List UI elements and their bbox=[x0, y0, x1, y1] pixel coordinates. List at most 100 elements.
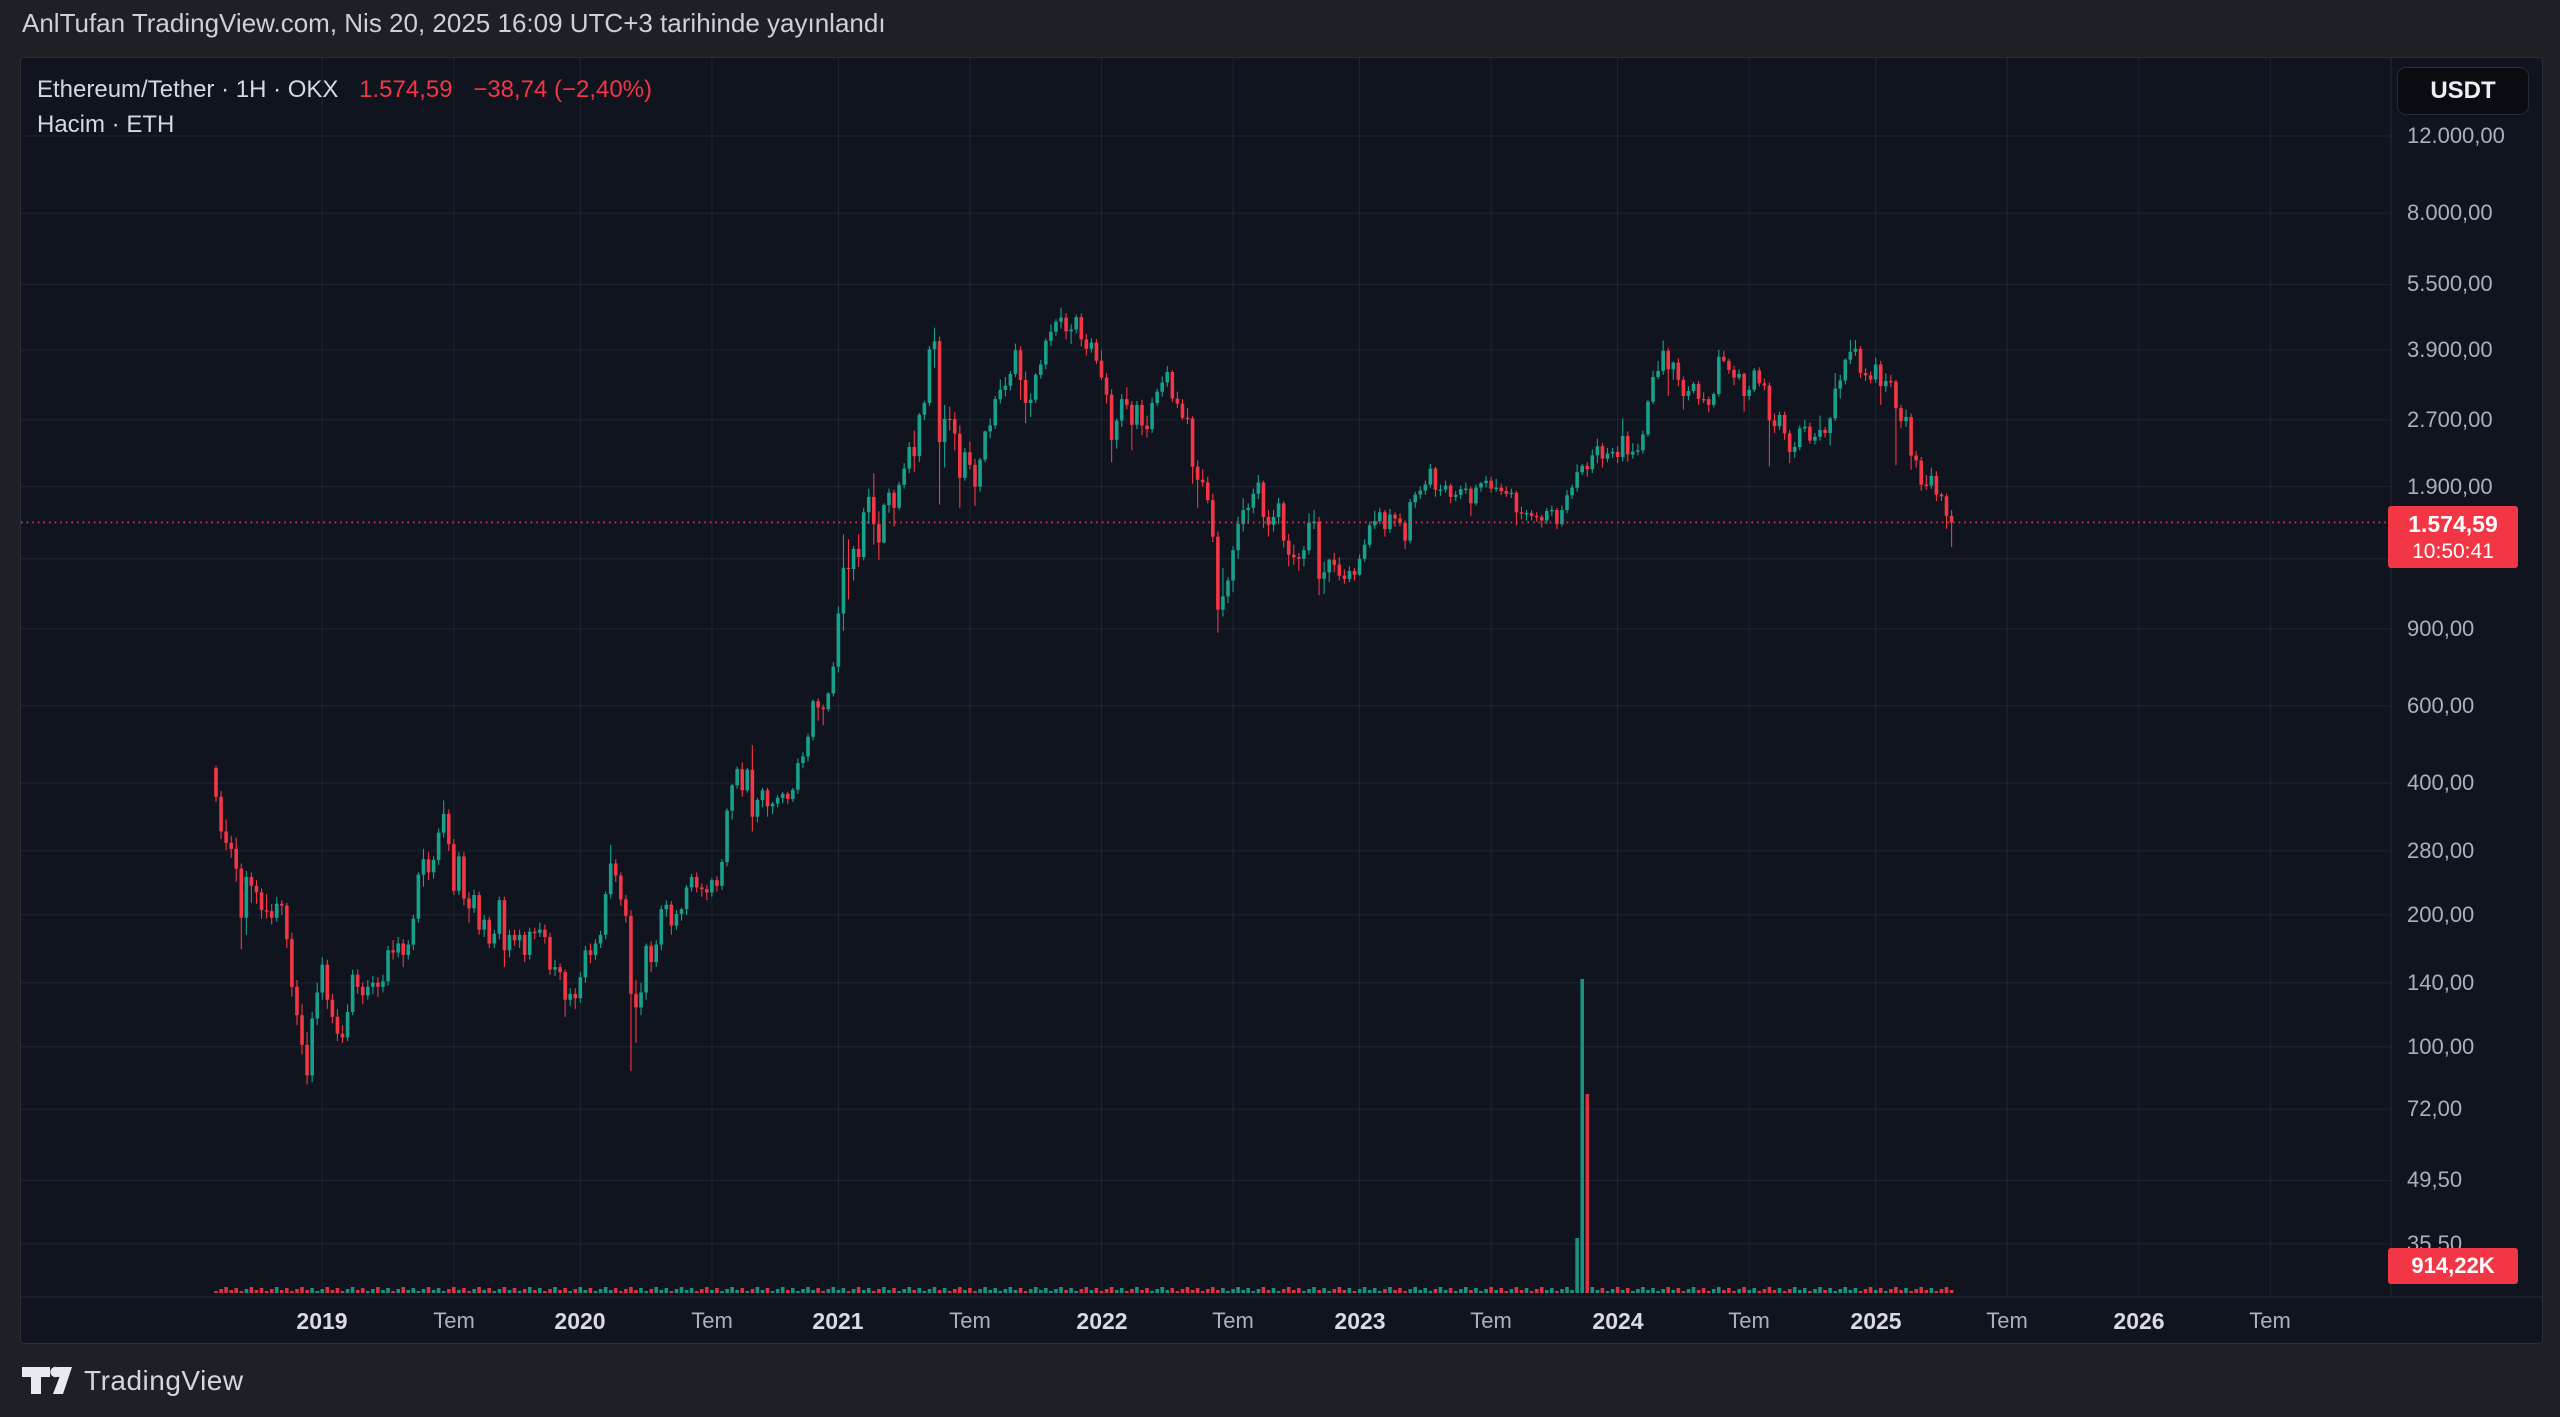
candle[interactable] bbox=[1362, 539, 1367, 562]
candle[interactable] bbox=[553, 959, 557, 976]
candle[interactable] bbox=[1539, 514, 1544, 528]
candle[interactable] bbox=[1787, 429, 1792, 464]
candle[interactable] bbox=[1803, 419, 1807, 433]
candle[interactable] bbox=[360, 982, 365, 1005]
candle[interactable] bbox=[1894, 379, 1898, 466]
candle[interactable] bbox=[1722, 350, 1726, 363]
candle[interactable] bbox=[1494, 478, 1498, 492]
candle[interactable] bbox=[1615, 446, 1620, 464]
candle[interactable] bbox=[1357, 554, 1362, 576]
candle[interactable] bbox=[1595, 438, 1600, 464]
candle[interactable] bbox=[1155, 388, 1159, 407]
candle[interactable] bbox=[1337, 557, 1342, 581]
candle[interactable] bbox=[740, 762, 745, 797]
candle[interactable] bbox=[1180, 399, 1185, 420]
candle[interactable] bbox=[1534, 512, 1539, 522]
candle[interactable] bbox=[1469, 486, 1473, 517]
chart-pane[interactable]: Ethereum/Tether · 1H · OKX 1.574,59 −38,… bbox=[20, 57, 2543, 1344]
candle[interactable] bbox=[1752, 368, 1757, 393]
candle[interactable] bbox=[462, 852, 466, 906]
candle[interactable] bbox=[1069, 324, 1073, 345]
candle[interactable] bbox=[452, 839, 456, 895]
candle[interactable] bbox=[1458, 485, 1463, 499]
candle[interactable] bbox=[1620, 418, 1625, 462]
candle[interactable] bbox=[1555, 507, 1559, 530]
candle[interactable] bbox=[254, 880, 259, 904]
candle[interactable] bbox=[1631, 443, 1635, 459]
candle[interactable] bbox=[315, 982, 319, 1026]
candle[interactable] bbox=[902, 463, 906, 489]
tradingview-logo-icon[interactable] bbox=[22, 1360, 72, 1402]
candle[interactable] bbox=[1418, 486, 1423, 499]
candle[interactable] bbox=[1140, 399, 1144, 436]
candle[interactable] bbox=[1398, 513, 1402, 527]
candle[interactable] bbox=[1610, 447, 1615, 458]
candle[interactable] bbox=[1777, 411, 1782, 430]
candle[interactable] bbox=[1464, 482, 1468, 494]
candle[interactable] bbox=[416, 872, 421, 923]
candle[interactable] bbox=[1256, 475, 1261, 500]
candle[interactable] bbox=[1828, 417, 1832, 446]
candle[interactable] bbox=[1049, 324, 1053, 346]
candle[interactable] bbox=[1008, 370, 1013, 391]
candle[interactable] bbox=[1772, 413, 1777, 433]
candle[interactable] bbox=[482, 914, 486, 937]
candle[interactable] bbox=[411, 914, 416, 951]
candle[interactable] bbox=[1873, 357, 1878, 383]
candlestick-chart[interactable] bbox=[21, 58, 2543, 1344]
candle[interactable] bbox=[1560, 505, 1564, 527]
candle[interactable] bbox=[619, 872, 623, 906]
legend-volume-line[interactable]: Hacim · ETH bbox=[37, 107, 652, 142]
candle[interactable] bbox=[310, 1012, 314, 1083]
candle[interactable] bbox=[861, 507, 866, 561]
candle[interactable] bbox=[613, 859, 618, 882]
candle[interactable] bbox=[1286, 534, 1291, 567]
candle[interactable] bbox=[801, 752, 805, 769]
candle[interactable] bbox=[1307, 513, 1311, 555]
candle[interactable] bbox=[1590, 449, 1595, 473]
candle[interactable] bbox=[988, 418, 992, 439]
candle[interactable] bbox=[1221, 567, 1225, 617]
candle[interactable] bbox=[593, 939, 598, 960]
candle[interactable] bbox=[1125, 387, 1129, 410]
candle[interactable] bbox=[1762, 378, 1767, 391]
candle[interactable] bbox=[1868, 371, 1873, 384]
candle[interactable] bbox=[816, 698, 820, 721]
candle[interactable] bbox=[1378, 507, 1382, 525]
candle[interactable] bbox=[355, 969, 360, 994]
candle[interactable] bbox=[851, 546, 856, 581]
candle[interactable] bbox=[1312, 510, 1316, 529]
candle[interactable] bbox=[1514, 490, 1519, 526]
candle[interactable] bbox=[1565, 490, 1569, 514]
candle[interactable] bbox=[1651, 370, 1655, 405]
candle[interactable] bbox=[1914, 451, 1918, 468]
candle[interactable] bbox=[517, 929, 522, 948]
candle[interactable] bbox=[821, 704, 825, 726]
candle[interactable] bbox=[634, 980, 638, 1043]
candle[interactable] bbox=[538, 922, 542, 937]
candle[interactable] bbox=[1944, 493, 1949, 529]
candle[interactable] bbox=[765, 787, 770, 817]
candle[interactable] bbox=[1843, 358, 1848, 385]
candle[interactable] bbox=[705, 885, 709, 901]
candle[interactable] bbox=[1271, 510, 1276, 532]
candle[interactable] bbox=[811, 699, 815, 741]
candle[interactable] bbox=[436, 828, 441, 865]
candle[interactable] bbox=[441, 800, 446, 838]
candle[interactable] bbox=[1033, 373, 1038, 403]
candle[interactable] bbox=[1018, 346, 1023, 400]
candle[interactable] bbox=[527, 927, 532, 960]
candle[interactable] bbox=[1747, 385, 1751, 401]
candle[interactable] bbox=[1782, 411, 1787, 440]
candle[interactable] bbox=[335, 1008, 340, 1042]
candle[interactable] bbox=[300, 1004, 304, 1055]
candle[interactable] bbox=[1231, 546, 1235, 593]
candle[interactable] bbox=[330, 993, 335, 1024]
candle[interactable] bbox=[639, 982, 643, 1016]
candle[interactable] bbox=[1833, 373, 1837, 422]
candle[interactable] bbox=[568, 988, 572, 1006]
candle[interactable] bbox=[1433, 466, 1438, 497]
candle[interactable] bbox=[1727, 358, 1731, 374]
candle[interactable] bbox=[548, 932, 552, 975]
candle[interactable] bbox=[1408, 499, 1412, 544]
